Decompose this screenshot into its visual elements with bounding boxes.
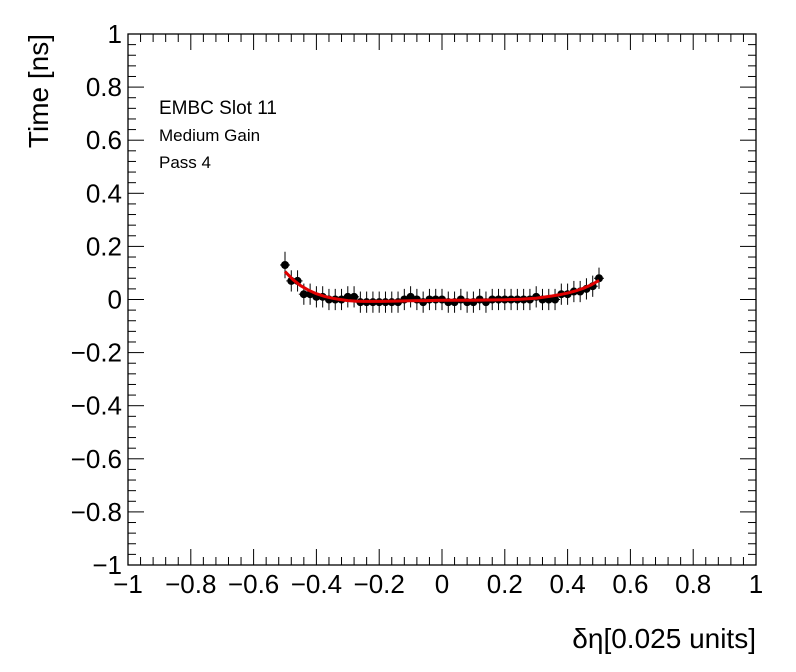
y-tick-label: −0.2: [71, 338, 122, 368]
y-tick-label: −0.6: [71, 444, 122, 474]
annotation-pass: Pass 4: [159, 153, 211, 172]
annotation-slot: EMBC Slot 11: [159, 98, 277, 119]
x-axis-title: δη[0.025 units]: [572, 623, 756, 654]
x-tick-label: −0.8: [165, 569, 216, 599]
y-tick-label: 0.2: [86, 231, 122, 261]
y-tick-label: −0.4: [71, 391, 122, 421]
x-tick-label: −1: [113, 569, 143, 599]
y-tick-label: 0.6: [86, 125, 122, 155]
y-tick-label: 0.8: [86, 72, 122, 102]
x-tick-label: 1: [749, 569, 763, 599]
x-tick-label: 0.8: [675, 569, 711, 599]
y-tick-labels: −1 −0.8 −0.6 −0.4 −0.2 0 0.2 0.4 0.6 0.8 1: [71, 19, 122, 580]
x-tick-label: 0.4: [550, 569, 586, 599]
data-point: [299, 290, 308, 299]
data-point: [551, 295, 560, 304]
x-tick-labels: −1 −0.8 −0.6 −0.4 −0.2 0 0.2 0.4 0.6 0.8 1: [113, 569, 763, 599]
x-tick-label: −0.4: [291, 569, 342, 599]
y-tick-label: −1: [92, 550, 122, 580]
y-tick-label: −0.8: [71, 497, 122, 527]
axis-ticks: [127, 33, 757, 566]
x-tick-label: −0.6: [228, 569, 279, 599]
y-axis-title: Time [ns]: [23, 34, 54, 148]
data-point: [406, 292, 415, 301]
y-tick-label: 0: [108, 285, 122, 315]
fit-curve: [283, 270, 600, 303]
data-point: [281, 260, 289, 269]
x-tick-label: 0.2: [487, 569, 523, 599]
x-tick-label: −0.2: [354, 569, 405, 599]
x-tick-label: 0.6: [612, 569, 648, 599]
y-tick-label: 0.4: [86, 178, 122, 208]
x-tick-label: 0: [435, 569, 449, 599]
error-bars: [280, 251, 604, 313]
y-tick-label: 1: [108, 19, 122, 49]
annotation-gain: Medium Gain: [159, 126, 260, 145]
data-point: [350, 292, 359, 301]
